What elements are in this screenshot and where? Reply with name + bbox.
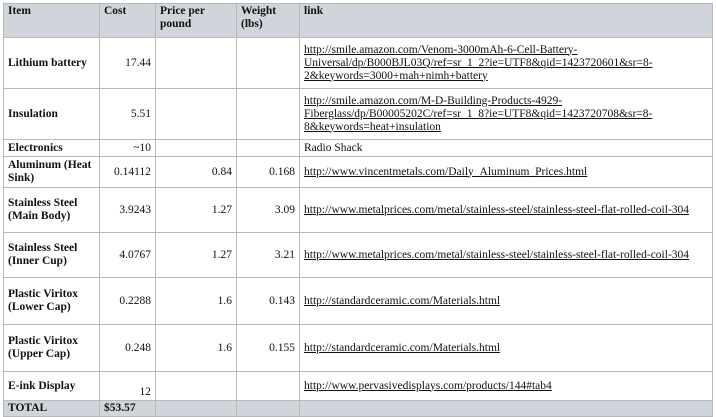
source-link[interactable]: http://smile.amazon.com/M-D-Building-Pro… xyxy=(304,94,653,133)
total-row: TOTAL $53.57 xyxy=(3,400,713,417)
weight-cell: 3.09 xyxy=(236,187,300,233)
source-link[interactable]: http://www.pervasivedisplays.com/product… xyxy=(304,379,552,392)
price-cell xyxy=(155,37,237,89)
cost-cell: 0.248 xyxy=(99,324,156,372)
table-row: Stainless Steel (Main Body) 3.9243 1.27 … xyxy=(3,187,713,233)
header-cost: Cost xyxy=(99,3,156,38)
table-row: Plastic Viritox (Upper Cap) 0.248 1.6 0.… xyxy=(3,324,713,372)
source-link[interactable]: http://www.metalprices.com/metal/stainle… xyxy=(304,248,690,261)
weight-cell xyxy=(236,88,300,140)
link-cell: http://www.metalprices.com/metal/stainle… xyxy=(299,187,713,233)
source-link[interactable]: http://smile.amazon.com/Venom-3000mAh-6-… xyxy=(304,43,653,82)
item-cell: E-ink Display xyxy=(3,371,100,401)
item-cell: Aluminum (Heat Sink) xyxy=(3,156,100,188)
link-cell: http://standardceramic.com/Materials.htm… xyxy=(299,277,713,325)
link-cell: http://www.pervasivedisplays.com/product… xyxy=(299,371,713,401)
source-link[interactable]: http://www.vincentmetals.com/Daily_Alumi… xyxy=(304,165,588,178)
total-empty-cell xyxy=(236,400,300,417)
link-cell: Radio Shack xyxy=(299,139,713,157)
item-cell: Plastic Viritox (Upper Cap) xyxy=(3,324,100,372)
weight-cell xyxy=(236,371,300,401)
cost-cell: 3.9243 xyxy=(99,187,156,233)
table-row: Lithium battery 17.44 http://smile.amazo… xyxy=(3,37,713,89)
weight-cell: 0.143 xyxy=(236,277,300,325)
cost-cell: 5.51 xyxy=(99,88,156,140)
item-cell: Electronics xyxy=(3,139,100,157)
cost-cell: 0.14112 xyxy=(99,156,156,188)
total-cost: $53.57 xyxy=(99,400,156,417)
cost-cell: 0.2288 xyxy=(99,277,156,325)
price-cell: 1.27 xyxy=(155,232,237,278)
total-empty-cell xyxy=(299,400,713,417)
weight-cell xyxy=(236,37,300,89)
table-row: Electronics ~10 Radio Shack xyxy=(3,139,713,157)
weight-cell: 3.21 xyxy=(236,232,300,278)
item-cell: Insulation xyxy=(3,88,100,140)
item-cell: Plastic Viritox (Lower Cap) xyxy=(3,277,100,325)
cost-cell: 12 xyxy=(99,371,156,401)
price-cell: 1.27 xyxy=(155,187,237,233)
price-cell: 0.84 xyxy=(155,156,237,188)
table-row: Stainless Steel (Inner Cup) 4.0767 1.27 … xyxy=(3,232,713,278)
weight-cell: 0.168 xyxy=(236,156,300,188)
link-cell: http://www.vincentmetals.com/Daily_Alumi… xyxy=(299,156,713,188)
header-link: link xyxy=(299,3,713,38)
item-cell: Lithium battery xyxy=(3,37,100,89)
table-row: Aluminum (Heat Sink) 0.14112 0.84 0.168 … xyxy=(3,156,713,188)
link-cell: http://standardceramic.com/Materials.htm… xyxy=(299,324,713,372)
price-cell xyxy=(155,139,237,157)
weight-cell: 0.155 xyxy=(236,324,300,372)
source-link[interactable]: http://www.metalprices.com/metal/stainle… xyxy=(304,203,690,216)
total-empty-cell xyxy=(155,400,237,417)
cost-cell: ~10 xyxy=(99,139,156,157)
price-cell xyxy=(155,88,237,140)
price-cell: 1.6 xyxy=(155,277,237,325)
header-weight: Weight (lbs) xyxy=(236,3,300,38)
price-cell: 1.6 xyxy=(155,324,237,372)
item-cell: Stainless Steel (Inner Cup) xyxy=(3,232,100,278)
parts-cost-table-wrapper: Item Cost Price per pound Weight (lbs) l… xyxy=(3,3,713,417)
header-row: Item Cost Price per pound Weight (lbs) l… xyxy=(3,3,713,38)
price-cell xyxy=(155,371,237,401)
table-row: E-ink Display 12 http://www.pervasivedis… xyxy=(3,371,713,401)
header-price-per-pound: Price per pound xyxy=(155,3,237,38)
item-cell: Stainless Steel (Main Body) xyxy=(3,187,100,233)
table-row: Plastic Viritox (Lower Cap) 0.2288 1.6 0… xyxy=(3,277,713,325)
source-link[interactable]: http://standardceramic.com/Materials.htm… xyxy=(304,341,501,354)
link-cell: http://www.metalprices.com/metal/stainle… xyxy=(299,232,713,278)
weight-cell xyxy=(236,139,300,157)
source-link[interactable]: http://standardceramic.com/Materials.htm… xyxy=(304,294,501,307)
total-label: TOTAL xyxy=(3,400,100,417)
link-cell: http://smile.amazon.com/M-D-Building-Pro… xyxy=(299,88,713,140)
table-row: Insulation 5.51 http://smile.amazon.com/… xyxy=(3,88,713,140)
cost-cell: 17.44 xyxy=(99,37,156,89)
header-item: Item xyxy=(3,3,100,38)
cost-cell: 4.0767 xyxy=(99,232,156,278)
parts-cost-table: Item Cost Price per pound Weight (lbs) l… xyxy=(3,3,713,417)
link-cell: http://smile.amazon.com/Venom-3000mAh-6-… xyxy=(299,37,713,89)
